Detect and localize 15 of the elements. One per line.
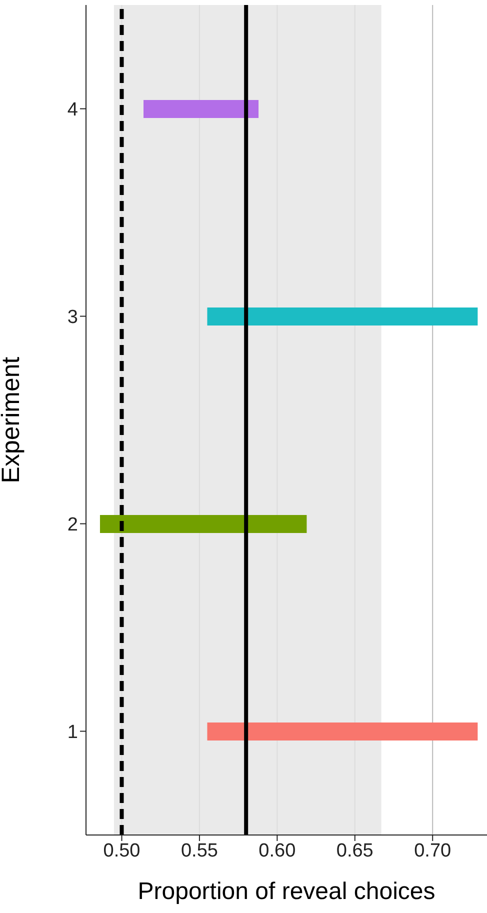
y-tick-label: 2 [67, 514, 78, 536]
bar [207, 308, 478, 326]
y-tick-label: 4 [67, 99, 78, 120]
bar [100, 515, 307, 533]
x-tick-label: 0.55 [180, 840, 218, 862]
x-tick-label: 0.50 [103, 840, 140, 862]
x-tick-label: 0.65 [336, 840, 374, 862]
x-tick-label: 0.60 [258, 840, 296, 862]
x-tick-label: 0.70 [414, 840, 452, 862]
bar [207, 722, 478, 740]
y-tick-label: 1 [67, 722, 78, 743]
x-axis-title: Proportion of reveal choices [138, 878, 436, 905]
bar [144, 100, 259, 118]
y-axis-title: Experiment [0, 356, 25, 484]
y-tick-label: 3 [67, 306, 78, 328]
